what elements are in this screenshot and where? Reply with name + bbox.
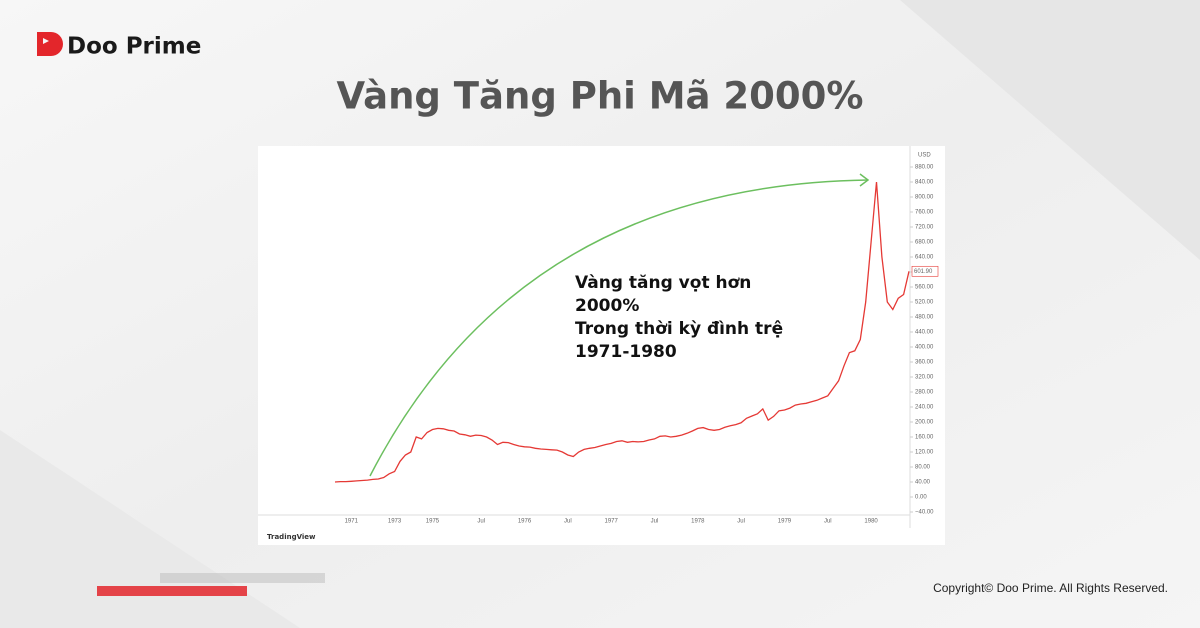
chart-panel [258,146,945,545]
y-tick-label: 760.00 [915,210,934,216]
annotation-line: Trong thời kỳ đình trệ [575,319,783,339]
x-tick-label: Jul [564,519,572,525]
x-tick-label: Jul [651,519,659,525]
x-tick-label: 1973 [388,519,402,525]
annotation: Vàng tăng vọt hơn 2000% Trong thời kỳ đì… [575,273,783,362]
annotation-line: 2000% [575,296,639,316]
y-tick-label: 560.00 [915,285,934,291]
y-tick-label: −40.00 [915,510,934,516]
x-tick-label: Jul [477,519,485,525]
y-tick-label: 840.00 [915,180,934,186]
y-tick-label: 880.00 [915,165,934,171]
y-tick-label: 360.00 [915,360,934,366]
last-value-label: 601.90 [914,269,933,275]
price-line [334,181,910,483]
y-tick-label: 440.00 [915,330,934,336]
source: TradingView [267,533,316,541]
y-tick-label: 720.00 [915,225,934,231]
x-tick-label: 1980 [864,519,878,525]
y-tick-label: 0.00 [915,495,927,501]
y-tick-label: 40.00 [915,480,931,486]
brand-name: Doo Prime [67,34,201,60]
y-tick-label: 680.00 [915,240,934,246]
y-tick-label: 240.00 [915,405,934,411]
decor [900,0,1200,260]
brand-logo [37,32,63,56]
annotation-line: Vàng tăng vọt hơn [575,273,751,293]
axis-unit: USD [918,153,931,159]
dot-block [160,573,325,583]
copyright: Copyright© Doo Prime. All Rights Reserve… [933,581,1168,595]
x-tick-label: 1977 [604,519,618,525]
x-tick-label: 1978 [691,519,705,525]
y-tick-label: 800.00 [915,195,934,201]
y-tick-label: 280.00 [915,390,934,396]
y-tick-label: 160.00 [915,435,934,441]
annotation-line: 1971-1980 [575,342,677,362]
y-tick-label: 200.00 [915,420,934,426]
trend-arrow [369,179,869,477]
y-tick-label: 640.00 [915,255,934,261]
y-tick-label: 320.00 [915,375,934,381]
y-tick-label: 120.00 [915,450,934,456]
y-tick-label: 80.00 [915,465,931,471]
x-tick-label: Jul [824,519,832,525]
arrow-head [859,173,870,187]
x-tick-label: 1976 [518,519,532,525]
last-value-box [911,265,939,277]
x-tick-label: 1975 [426,519,440,525]
y-tick-label: 480.00 [915,315,934,321]
x-tick-label: 1979 [778,519,792,525]
x-tick-label: 1971 [345,519,359,525]
y-tick-label: 520.00 [915,300,934,306]
stripes [97,573,325,596]
y-tick-label: 400.00 [915,345,934,351]
x-tick-label: Jul [737,519,745,525]
page-title: Vàng Tăng Phi Mã 2000% [337,75,864,118]
stripe-block [97,586,247,596]
